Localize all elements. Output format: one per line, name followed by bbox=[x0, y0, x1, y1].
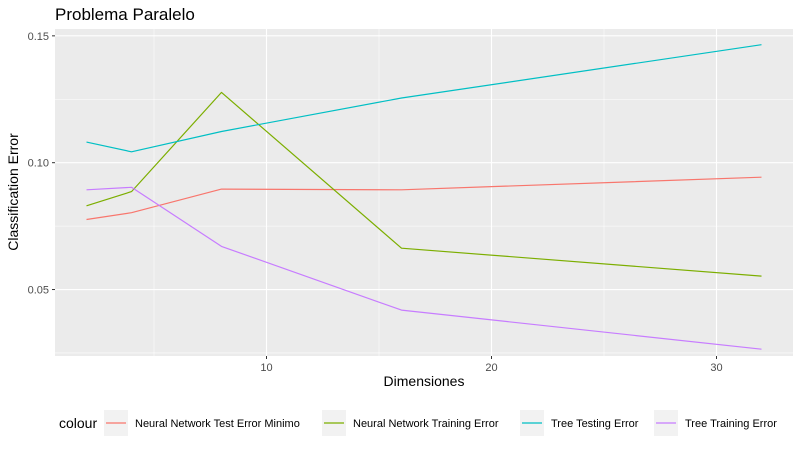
minor-gridlines bbox=[55, 29, 793, 356]
series-lines bbox=[86, 44, 762, 350]
legend-label: Neural Network Test Error Minimo bbox=[135, 418, 300, 430]
x-tick-label: 20 bbox=[485, 362, 497, 374]
y-axis: 0.05 0.10 0.15 bbox=[28, 31, 55, 297]
y-axis-title: Classification Error bbox=[5, 133, 21, 251]
legend-label: Tree Training Error bbox=[685, 418, 777, 430]
series-line bbox=[86, 91, 762, 277]
x-axis-title: Dimensiones bbox=[384, 373, 465, 389]
y-tick-label: 0.15 bbox=[28, 31, 49, 43]
legend-title: colour bbox=[59, 415, 97, 431]
y-tick-label: 0.10 bbox=[28, 158, 49, 170]
plot-panel bbox=[55, 29, 793, 356]
legend-label: Tree Testing Error bbox=[551, 418, 639, 430]
x-tick-label: 30 bbox=[710, 362, 722, 374]
major-gridlines bbox=[55, 29, 793, 356]
chart-title: Problema Paralelo bbox=[55, 5, 195, 24]
legend: colour Neural Network Test Error Minimo N… bbox=[59, 410, 777, 436]
series-line bbox=[86, 176, 762, 221]
x-tick-label: 10 bbox=[260, 362, 272, 374]
x-axis: 10 20 30 bbox=[260, 356, 723, 374]
series-line bbox=[86, 44, 762, 153]
legend-label: Neural Network Training Error bbox=[353, 418, 499, 430]
y-tick-label: 0.05 bbox=[28, 285, 49, 297]
series-line bbox=[86, 186, 762, 350]
